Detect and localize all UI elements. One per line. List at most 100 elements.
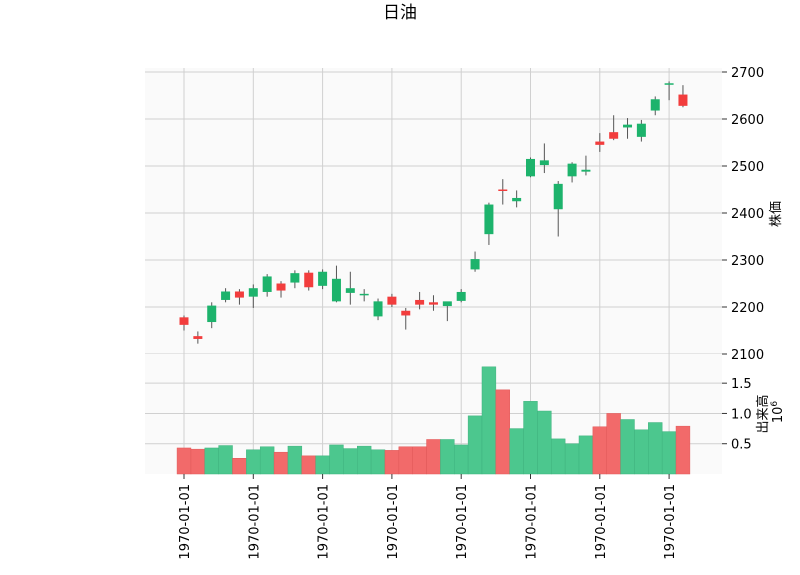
volume-bar (412, 446, 427, 475)
price-tick-label: 2700 (731, 66, 764, 81)
x-tick-label: 1970-01-01 (525, 484, 540, 560)
candle-body (234, 291, 244, 298)
volume-bar (523, 401, 538, 475)
candle-body (595, 141, 605, 145)
volume-bar (606, 413, 621, 475)
candle-body (623, 124, 633, 128)
x-tick-label: 1970-01-01 (455, 484, 470, 560)
volume-bar (398, 446, 413, 475)
candle-body (262, 276, 272, 292)
volume-bar (661, 431, 677, 475)
volume-bar (273, 451, 289, 475)
candle-body (179, 317, 189, 325)
volume-bar (509, 428, 524, 475)
volume-bar (343, 448, 358, 475)
candle-body (207, 305, 217, 323)
price-tick-label: 2400 (731, 207, 764, 222)
volume-bar (454, 444, 469, 475)
volume-scale-label: 106 (770, 401, 786, 424)
candle-body (221, 291, 231, 300)
price-tick-label: 2300 (731, 254, 764, 269)
candle-body (456, 291, 466, 301)
candle-body (526, 158, 535, 177)
volume-bar (259, 446, 275, 475)
volume-bar (564, 443, 580, 475)
x-tick-labels: 1970-01-01 1970-01-01 1970-01-01 1970-01-01… (178, 474, 678, 560)
candle-body (248, 288, 258, 297)
volume-panel: 0.5 1.0 1.5 出来高 106 (145, 354, 786, 475)
candle-body (567, 163, 577, 177)
price-candles (179, 81, 688, 344)
chart-title: 日油 (383, 3, 417, 23)
candle-body (553, 183, 563, 210)
volume-bar (648, 422, 663, 475)
candle-body (401, 310, 411, 316)
x-tick-label: 1970-01-01 (178, 484, 193, 560)
x-tick-label: 1970-01-01 (247, 484, 262, 560)
price-tick-label: 2600 (731, 113, 764, 128)
volume-bar (329, 444, 344, 475)
price-panel: 2100 2200 2300 2400 2500 2600 2700 株価 (145, 66, 784, 363)
candle-body (484, 204, 494, 235)
volume-bar (634, 429, 649, 475)
volume-bar (537, 410, 552, 475)
candle-body (442, 301, 452, 307)
volume-bar (426, 439, 441, 475)
candle-body (318, 271, 328, 286)
volume-bar (218, 445, 233, 475)
candle-body (276, 283, 286, 291)
volume-bar (370, 449, 386, 475)
volume-bar (287, 445, 303, 475)
volume-tick-label: 0.5 (731, 438, 752, 453)
x-tick-label: 1970-01-01 (317, 484, 332, 560)
volume-bar (440, 439, 455, 475)
volume-bar (481, 366, 497, 475)
price-grid (145, 68, 722, 355)
volume-bar (467, 415, 483, 475)
volume-bar (232, 458, 247, 475)
volume-bar (176, 447, 192, 475)
candle-body (373, 301, 383, 317)
candle-body (609, 132, 619, 139)
volume-bar (495, 389, 510, 475)
x-tick-label: 1970-01-01 (594, 484, 609, 560)
volume-bar (190, 448, 206, 475)
x-tick-label: 1970-01-01 (386, 484, 401, 560)
candle-body (636, 123, 646, 137)
candle-body (664, 83, 674, 85)
volume-bar (675, 425, 691, 475)
volume-bar (301, 455, 316, 475)
price-tick-label: 2200 (731, 301, 764, 316)
candle-body (345, 288, 355, 293)
volume-bar (357, 445, 372, 475)
volume-bar (620, 419, 635, 475)
candle-body (498, 189, 508, 191)
volume-tick-label: 1.0 (731, 407, 752, 422)
price-plot-area (145, 68, 722, 354)
price-y-label: 株価 (769, 201, 784, 227)
volume-bar (384, 450, 400, 475)
candle-body (539, 160, 549, 166)
x-tick-label: 1970-01-01 (663, 484, 678, 560)
candle-body (359, 293, 369, 296)
candle-body (290, 273, 300, 283)
volume-bar (204, 447, 219, 475)
candle-body (512, 197, 522, 202)
candle-body (650, 99, 660, 111)
volume-bar (315, 455, 330, 475)
candle-body (678, 94, 688, 106)
candle-body (331, 278, 341, 302)
candle-body (428, 302, 438, 305)
volume-bar (551, 438, 566, 475)
volume-tick-label: 1.5 (731, 377, 752, 392)
price-tick-label: 2100 (731, 348, 764, 363)
candle-body (470, 259, 480, 270)
volume-bar (592, 426, 607, 475)
candle-body (415, 299, 425, 305)
price-tick-label: 2500 (731, 160, 764, 175)
volume-y-label: 出来高 (755, 394, 771, 433)
volume-bars (176, 366, 691, 475)
volume-y-ticks: 0.5 1.0 1.5 (722, 377, 752, 453)
candle-body (193, 336, 203, 339)
